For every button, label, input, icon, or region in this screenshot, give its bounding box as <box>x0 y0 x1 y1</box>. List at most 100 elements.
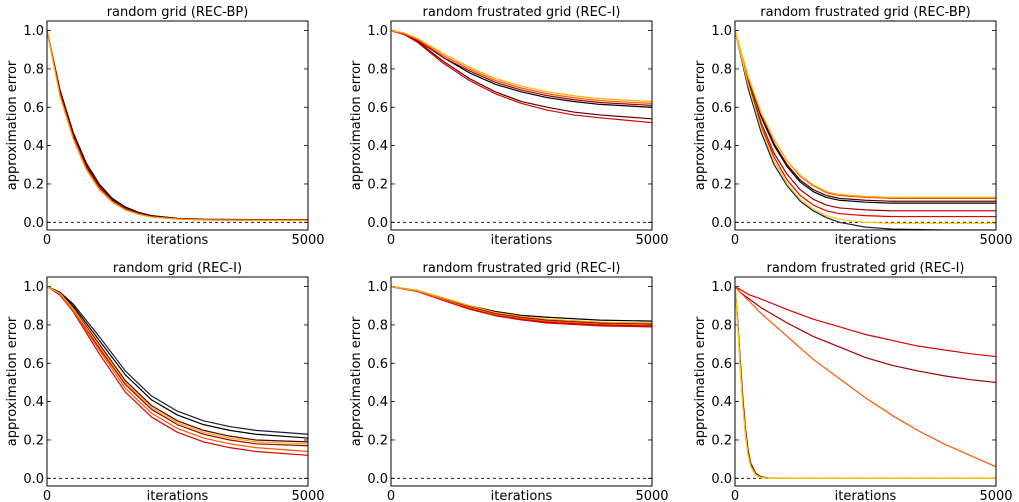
series-line-7 <box>47 286 308 445</box>
y-tick-label: 1.0 <box>367 280 388 295</box>
series-line-5 <box>391 285 652 326</box>
series-line-6 <box>47 30 308 221</box>
y-tick-label: 0.0 <box>711 216 732 231</box>
chart-title: random frustrated grid (REC-I) <box>767 261 965 276</box>
x-tick-label: 5000 <box>291 233 324 248</box>
y-axis-label: approximation error <box>349 60 364 190</box>
y-tick-label: 0.0 <box>23 216 44 231</box>
chart-panel-3: random frustrated grid (REC-BP) approxima… <box>693 5 1013 248</box>
chart-panel-6: random frustrated grid (REC-I) approximat… <box>693 261 1013 502</box>
y-tick-label: 0.8 <box>23 62 44 77</box>
series-line-2 <box>47 30 308 221</box>
plot-frame <box>734 276 997 487</box>
chart-title: random frustrated grid (REC-I) <box>423 261 621 276</box>
chart-panel-5: random frustrated grid (REC-I) approximat… <box>349 261 669 502</box>
plot-frame <box>46 276 309 487</box>
x-tick-label: 0 <box>731 489 739 502</box>
y-axis-label: approximation error <box>349 316 364 446</box>
x-tick-label: 0 <box>731 233 739 248</box>
series-group <box>391 285 652 328</box>
y-tick-label: 0.2 <box>367 433 388 448</box>
y-tick-label: 0.4 <box>367 395 388 410</box>
series-line-1 <box>735 286 996 358</box>
y-tick-label: 0.4 <box>711 139 732 154</box>
y-tick-label: 0.6 <box>23 357 44 372</box>
series-line-7 <box>735 30 996 198</box>
series-line-2 <box>735 30 996 204</box>
series-line-1 <box>47 286 308 435</box>
series-line-1 <box>391 30 652 108</box>
y-tick-label: 1.0 <box>367 24 388 39</box>
series-line-3 <box>47 30 308 221</box>
series-line-3 <box>391 30 652 106</box>
series-line-4 <box>735 30 996 212</box>
x-tick-label: 5000 <box>635 489 668 502</box>
series-line-7 <box>735 286 996 479</box>
series-line-5 <box>47 30 308 221</box>
x-tick-label: 0 <box>387 489 395 502</box>
series-group <box>735 30 996 230</box>
y-tick-label: 0.4 <box>23 139 44 154</box>
y-axis-label: approximation error <box>693 60 708 190</box>
chart-title: random frustrated grid (REC-BP) <box>760 5 970 20</box>
series-line-6 <box>391 29 652 103</box>
y-tick-label: 0.6 <box>711 101 732 116</box>
series-line-6 <box>391 285 652 324</box>
chart-title: random frustrated grid (REC-I) <box>423 5 621 20</box>
y-tick-label: 1.0 <box>23 280 44 295</box>
series-line-2 <box>47 286 308 439</box>
series-group <box>47 30 308 221</box>
series-line-4 <box>47 30 308 221</box>
y-tick-label: 0.0 <box>367 216 388 231</box>
series-group <box>735 286 996 479</box>
y-tick-label: 0.0 <box>367 472 388 487</box>
y-tick-label: 0.2 <box>23 433 44 448</box>
y-tick-label: 0.2 <box>711 433 732 448</box>
plot-frame <box>734 20 997 231</box>
y-tick-label: 0.8 <box>23 318 44 333</box>
y-tick-label: 0.6 <box>367 357 388 372</box>
y-tick-label: 0.4 <box>367 139 388 154</box>
x-axis-label: iterations <box>491 489 553 502</box>
series-line-4 <box>47 286 308 447</box>
y-tick-label: 0.8 <box>367 318 388 333</box>
y-tick-label: 0.8 <box>711 318 732 333</box>
y-tick-label: 0.6 <box>711 357 732 372</box>
series-line-5 <box>47 286 308 456</box>
x-axis-label: iterations <box>835 489 897 502</box>
y-tick-label: 0.6 <box>23 101 44 116</box>
series-line-3 <box>735 30 996 202</box>
series-group <box>47 286 308 456</box>
y-tick-label: 0.0 <box>23 472 44 487</box>
series-line-1 <box>735 30 996 230</box>
series-line-2 <box>735 286 996 384</box>
x-tick-label: 0 <box>387 233 395 248</box>
x-tick-label: 0 <box>43 489 51 502</box>
x-tick-label: 5000 <box>291 489 324 502</box>
series-line-3 <box>735 286 996 468</box>
series-line-6 <box>735 30 996 199</box>
plot-frame <box>46 20 309 231</box>
series-line-4 <box>391 30 652 124</box>
y-axis-label: approximation error <box>5 316 20 446</box>
series-line-6 <box>47 286 308 453</box>
chart-panel-4: random grid (REC-I) approximation error it… <box>5 261 325 502</box>
series-line-5 <box>391 30 652 105</box>
x-tick-label: 0 <box>43 233 51 248</box>
y-tick-label: 1.0 <box>23 24 44 39</box>
chart-panel-1: random grid (REC-BP) approximation error i… <box>5 5 325 248</box>
x-tick-label: 5000 <box>979 233 1012 248</box>
y-tick-label: 0.6 <box>367 101 388 116</box>
y-tick-label: 0.2 <box>23 177 44 192</box>
y-axis-label: approximation error <box>5 60 20 190</box>
y-tick-label: 1.0 <box>711 280 732 295</box>
x-tick-label: 5000 <box>979 489 1012 502</box>
x-axis-label: iterations <box>147 489 209 502</box>
series-line-8 <box>735 30 996 224</box>
series-line-5 <box>735 30 996 218</box>
y-tick-label: 1.0 <box>711 24 732 39</box>
x-axis-label: iterations <box>835 233 897 248</box>
y-tick-label: 0.8 <box>711 62 732 77</box>
x-axis-label: iterations <box>147 233 209 248</box>
